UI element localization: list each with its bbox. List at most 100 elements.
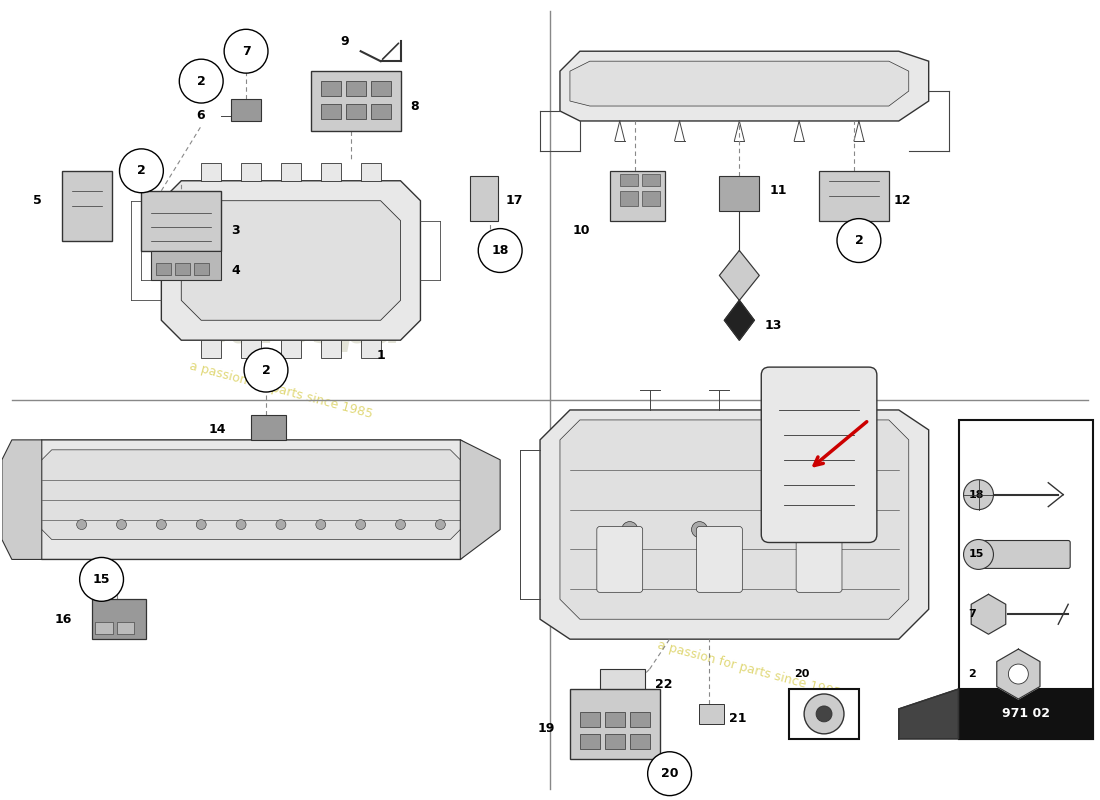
FancyBboxPatch shape bbox=[321, 81, 341, 96]
Text: eurospa: eurospa bbox=[199, 309, 403, 352]
FancyBboxPatch shape bbox=[321, 104, 341, 119]
FancyBboxPatch shape bbox=[361, 340, 381, 358]
FancyBboxPatch shape bbox=[619, 190, 638, 206]
FancyBboxPatch shape bbox=[241, 163, 261, 181]
Polygon shape bbox=[540, 410, 928, 639]
Text: 18: 18 bbox=[492, 244, 509, 257]
Text: a passion for parts since 1985: a passion for parts since 1985 bbox=[657, 638, 843, 700]
FancyBboxPatch shape bbox=[619, 174, 638, 186]
FancyBboxPatch shape bbox=[597, 526, 642, 592]
FancyBboxPatch shape bbox=[641, 190, 660, 206]
Circle shape bbox=[77, 519, 87, 530]
FancyBboxPatch shape bbox=[95, 622, 112, 634]
FancyBboxPatch shape bbox=[361, 163, 381, 181]
FancyBboxPatch shape bbox=[789, 689, 859, 739]
Circle shape bbox=[316, 519, 326, 530]
Polygon shape bbox=[2, 440, 42, 559]
FancyBboxPatch shape bbox=[371, 104, 390, 119]
Text: 17: 17 bbox=[505, 194, 522, 207]
FancyBboxPatch shape bbox=[201, 340, 221, 358]
FancyBboxPatch shape bbox=[977, 541, 1070, 569]
Circle shape bbox=[396, 519, 406, 530]
FancyBboxPatch shape bbox=[201, 163, 221, 181]
Text: 15: 15 bbox=[92, 573, 110, 586]
FancyBboxPatch shape bbox=[231, 99, 261, 121]
Polygon shape bbox=[719, 250, 759, 300]
Text: 16: 16 bbox=[54, 613, 72, 626]
Text: 20: 20 bbox=[661, 767, 679, 780]
FancyBboxPatch shape bbox=[321, 163, 341, 181]
Text: eurospa: eurospa bbox=[697, 578, 901, 621]
Circle shape bbox=[120, 149, 163, 193]
Circle shape bbox=[244, 348, 288, 392]
Polygon shape bbox=[12, 440, 491, 559]
FancyBboxPatch shape bbox=[280, 340, 301, 358]
Polygon shape bbox=[899, 689, 958, 739]
Circle shape bbox=[156, 519, 166, 530]
Polygon shape bbox=[460, 440, 500, 559]
Circle shape bbox=[621, 522, 638, 538]
FancyBboxPatch shape bbox=[471, 176, 498, 221]
FancyBboxPatch shape bbox=[629, 734, 650, 749]
Polygon shape bbox=[971, 594, 1005, 634]
Text: 13: 13 bbox=[764, 318, 782, 332]
FancyBboxPatch shape bbox=[609, 170, 664, 221]
FancyBboxPatch shape bbox=[345, 81, 365, 96]
Circle shape bbox=[236, 519, 246, 530]
FancyBboxPatch shape bbox=[117, 622, 134, 634]
Polygon shape bbox=[560, 51, 928, 121]
Text: 7: 7 bbox=[242, 45, 251, 58]
Circle shape bbox=[830, 522, 847, 538]
FancyBboxPatch shape bbox=[796, 526, 842, 592]
Circle shape bbox=[117, 519, 126, 530]
Text: 2: 2 bbox=[855, 234, 864, 247]
Polygon shape bbox=[32, 450, 471, 539]
FancyBboxPatch shape bbox=[311, 71, 400, 131]
Text: 19: 19 bbox=[538, 722, 556, 735]
Text: 14: 14 bbox=[209, 423, 227, 436]
Text: 18: 18 bbox=[968, 490, 984, 500]
FancyBboxPatch shape bbox=[345, 104, 365, 119]
Text: 20: 20 bbox=[794, 669, 810, 679]
Polygon shape bbox=[162, 181, 420, 340]
Circle shape bbox=[179, 59, 223, 103]
Text: 2: 2 bbox=[197, 74, 206, 88]
Circle shape bbox=[964, 480, 993, 510]
FancyBboxPatch shape bbox=[156, 263, 172, 275]
Circle shape bbox=[1009, 664, 1028, 684]
Text: 11: 11 bbox=[769, 184, 786, 198]
Text: 22: 22 bbox=[654, 678, 672, 690]
Polygon shape bbox=[560, 420, 909, 619]
FancyBboxPatch shape bbox=[605, 734, 625, 749]
FancyBboxPatch shape bbox=[570, 689, 660, 758]
FancyBboxPatch shape bbox=[605, 712, 625, 727]
Polygon shape bbox=[725, 300, 755, 340]
FancyBboxPatch shape bbox=[195, 263, 209, 275]
Text: 21: 21 bbox=[729, 712, 747, 726]
FancyBboxPatch shape bbox=[251, 415, 286, 440]
FancyBboxPatch shape bbox=[580, 712, 600, 727]
Polygon shape bbox=[570, 61, 909, 106]
Circle shape bbox=[964, 539, 993, 570]
FancyBboxPatch shape bbox=[62, 170, 111, 241]
FancyBboxPatch shape bbox=[761, 367, 877, 542]
Text: 1: 1 bbox=[376, 349, 385, 362]
Text: 9: 9 bbox=[341, 34, 350, 48]
Text: 8: 8 bbox=[410, 99, 419, 113]
Text: 4: 4 bbox=[231, 264, 240, 277]
Text: 12: 12 bbox=[894, 194, 911, 207]
Circle shape bbox=[196, 519, 206, 530]
FancyBboxPatch shape bbox=[371, 81, 390, 96]
Circle shape bbox=[79, 558, 123, 602]
Text: 2: 2 bbox=[138, 164, 146, 178]
FancyBboxPatch shape bbox=[142, 190, 221, 250]
FancyBboxPatch shape bbox=[321, 340, 341, 358]
Text: 2: 2 bbox=[262, 364, 271, 377]
Text: 10: 10 bbox=[572, 224, 590, 237]
Circle shape bbox=[761, 522, 778, 538]
Circle shape bbox=[692, 522, 707, 538]
Circle shape bbox=[478, 229, 522, 273]
Circle shape bbox=[648, 752, 692, 796]
FancyBboxPatch shape bbox=[958, 689, 1093, 739]
Text: 971 02: 971 02 bbox=[1002, 707, 1049, 721]
